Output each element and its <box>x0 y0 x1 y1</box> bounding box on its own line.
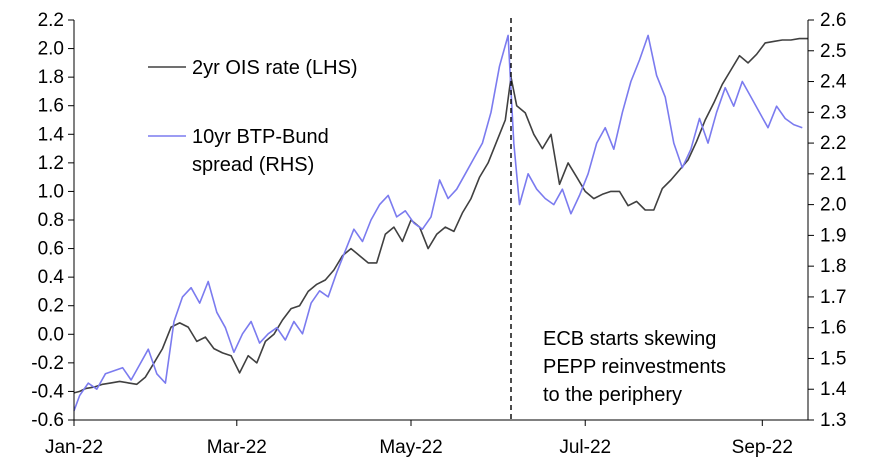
right-tick-label: 1.7 <box>820 287 846 308</box>
right-tick-label: 2.5 <box>820 41 846 62</box>
left-tick-label: 1.0 <box>38 181 64 202</box>
right-tick-label: 1.3 <box>820 410 846 431</box>
right-tick-label: 1.8 <box>820 256 846 277</box>
legend-label-ois: 2yr OIS rate (LHS) <box>192 57 358 79</box>
x-axis: Jan-22 Mar-22 May-22 Jul-22 Sep-22 <box>45 419 808 458</box>
right-tick-label: 1.6 <box>820 318 846 339</box>
x-tick-label: Mar-22 <box>207 437 267 458</box>
left-tick-label: 1.2 <box>38 153 64 174</box>
legend-label-btp-line2: spread (RHS) <box>192 154 314 176</box>
legend: 2yr OIS rate (LHS) 10yr BTP-Bund spread … <box>148 57 358 176</box>
right-tick-label: 1.4 <box>820 379 847 400</box>
right-tick-label: 1.9 <box>820 225 846 246</box>
annotation-line-2: PEPP reinvestments <box>543 356 726 378</box>
right-tick-label: 1.5 <box>820 348 846 369</box>
right-tick-label: 2.3 <box>820 102 846 123</box>
annotation-line-3: to the periphery <box>543 384 682 406</box>
plot-area <box>73 34 808 412</box>
x-tick-label: Jan-22 <box>45 437 103 458</box>
right-tick-label: 2.4 <box>820 72 847 93</box>
legend-label-btp-line1: 10yr BTP-Bund <box>192 126 329 148</box>
left-tick-label: 0.6 <box>38 239 64 260</box>
right-axis: 1.3 1.4 1.5 1.6 1.7 1.8 1.9 2.0 2.1 2.2 2.3 2.4 2.5 2… <box>807 10 847 431</box>
left-tick-label: 0.8 <box>38 210 64 231</box>
left-tick-label: 0.4 <box>38 267 65 288</box>
left-tick-label: 1.6 <box>38 96 64 117</box>
right-tick-label: 2.1 <box>820 164 846 185</box>
right-tick-label: 2.0 <box>820 195 846 216</box>
left-tick-label: 2.0 <box>38 39 64 60</box>
left-tick-label: -0.6 <box>31 410 64 431</box>
x-tick-label: Sep-22 <box>732 437 793 458</box>
left-tick-label: 1.8 <box>38 67 64 88</box>
right-tick-label: 2.6 <box>820 10 846 31</box>
left-tick-label: -0.2 <box>31 353 64 374</box>
left-tick-label: 1.4 <box>38 124 65 145</box>
series-line-btp-bund <box>73 34 803 412</box>
x-tick-label: May-22 <box>379 437 442 458</box>
x-tick-label: Jul-22 <box>559 437 611 458</box>
left-tick-label: 0.2 <box>38 296 64 317</box>
left-tick-label: 2.2 <box>38 10 64 31</box>
annotation: ECB starts skewing PEPP reinvestments to… <box>510 18 726 420</box>
left-tick-label: -0.4 <box>31 381 64 402</box>
right-tick-label: 2.2 <box>820 133 846 154</box>
left-tick-label: 0.0 <box>38 324 64 345</box>
left-axis: -0.6 -0.4 -0.2 0.0 0.2 0.4 0.6 0.8 1.0 1.2 1.4 1.6 1… <box>31 10 75 431</box>
annotation-line-1: ECB starts skewing <box>543 328 716 350</box>
